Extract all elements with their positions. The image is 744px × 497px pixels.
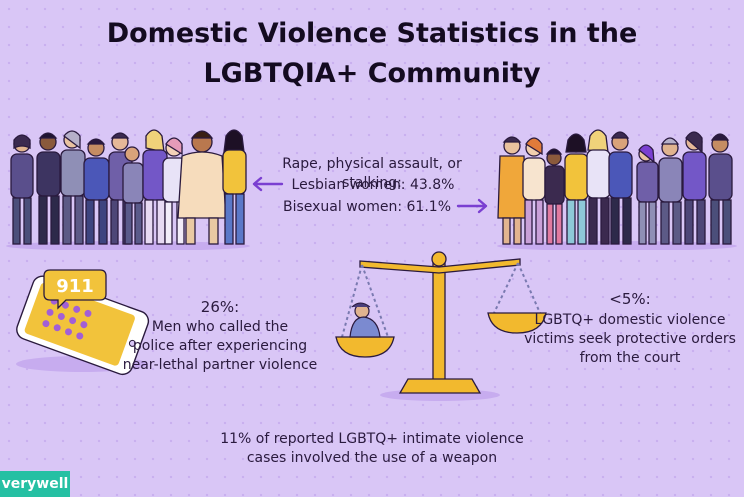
- phone-stat-line-3: near-lethal partner violence: [122, 357, 318, 373]
- title-line-1: Domestic Violence Statistics in the: [106, 18, 638, 49]
- court-stat-line-1: LGBTQ+ domestic violence: [534, 312, 726, 328]
- scales-icon: [335, 251, 547, 401]
- 911-badge: 911: [56, 276, 94, 297]
- page-title: Domestic Violence Statistics in the LGBT…: [0, 14, 744, 94]
- title-line-2: LGBTQIA+ Community: [203, 58, 541, 89]
- court-stat-line-2: victims seek protective orders: [524, 331, 736, 347]
- left-arrow-icon: [252, 176, 284, 192]
- phone-stat-line-2: police after experiencing: [132, 338, 308, 354]
- crowd-right-illustration: [497, 129, 737, 250]
- phone-stat-line-1: Men who called the: [151, 319, 289, 335]
- verywell-logo: verywell: [0, 471, 70, 497]
- stat-lesbian: Lesbian women: 43.8%: [291, 177, 455, 193]
- weapon-stat-line-2: cases involved the use of a weapon: [246, 450, 498, 466]
- crowd-left-illustration: [6, 129, 250, 250]
- court-stat-value: <5%:: [609, 290, 651, 308]
- right-arrow-icon: [456, 198, 488, 214]
- stat-bisexual: Bisexual women: 61.1%: [282, 199, 451, 215]
- phone-stat-value: 26%:: [200, 298, 240, 316]
- court-stat-line-3: from the court: [579, 350, 681, 366]
- stat-heading: Rape, physical assault, or stalking:: [282, 156, 462, 191]
- weapon-stat-line-1: 11% of reported LGBTQ+ intimate violence: [220, 431, 524, 447]
- phone-icon: 911: [16, 269, 150, 376]
